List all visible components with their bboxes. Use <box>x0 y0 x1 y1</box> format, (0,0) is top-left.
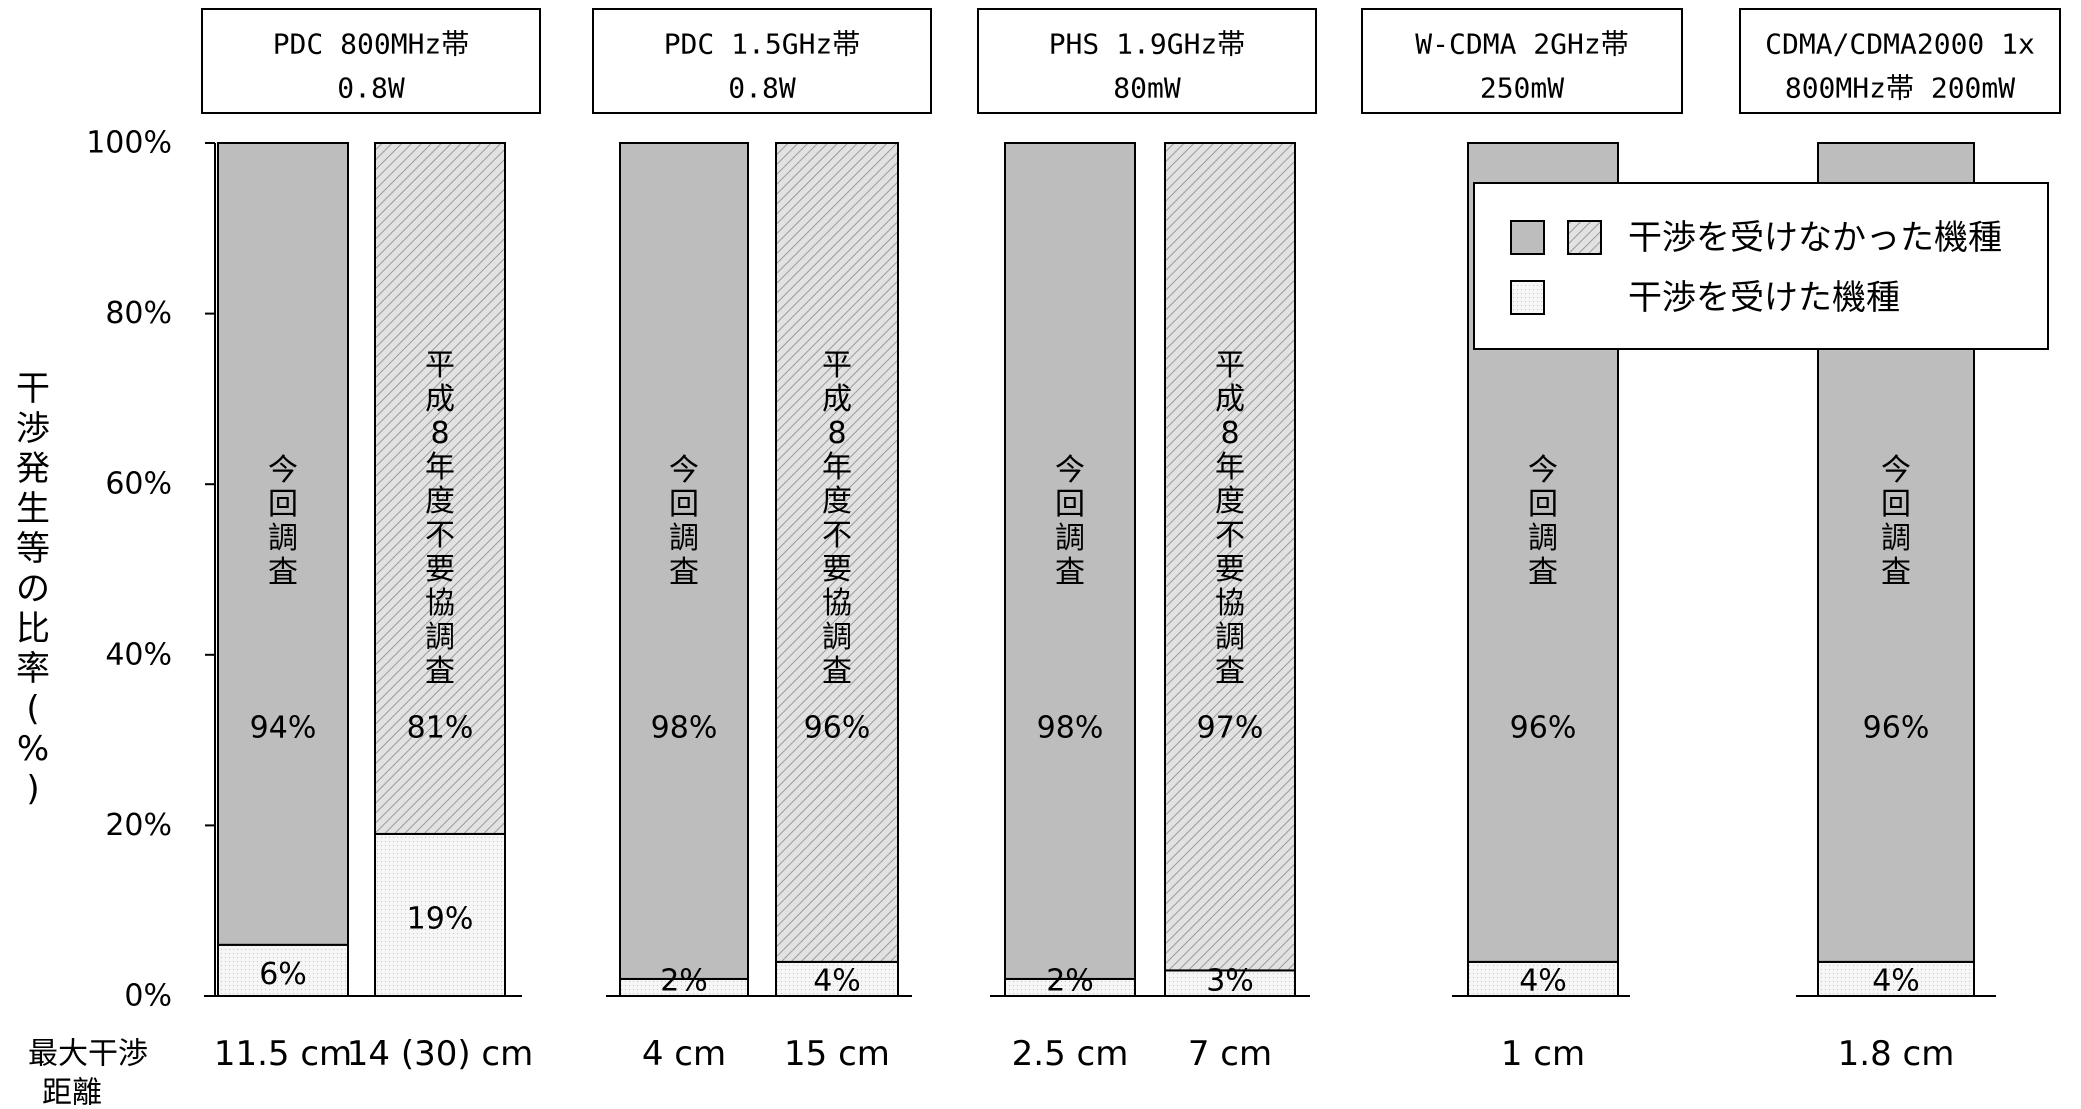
x-row-label-line1: 最大干渉 <box>28 1037 148 1072</box>
bar-label: 今回調査 <box>1881 453 1911 590</box>
legend-box <box>1473 182 2049 350</box>
bar-label: 今回調査 <box>1528 453 1558 590</box>
y-tick-label: 40% <box>105 637 172 672</box>
y-axis-label: 干渉発生等の比率(%) <box>16 369 50 809</box>
group-header-box <box>201 8 541 114</box>
group-headers: PDC 800MHz帯 0.8W PDC 1.5GHz帯 0.8W PHS 1.9GHz… <box>201 8 2061 114</box>
bar-interfered <box>374 832 506 997</box>
bar-label: 平成8年度不要協調査 <box>1215 348 1245 689</box>
bar-label: 平成8年度不要協調査 <box>425 348 455 689</box>
group-header-line1: PHS 1.9GHz帯 <box>1049 28 1246 61</box>
max-distance-value: 11.5 cm <box>214 1034 352 1074</box>
bar-not-interfered <box>1004 142 1136 980</box>
value-label-interfered: 4% <box>1519 964 1567 999</box>
group-header-box <box>1361 8 1683 114</box>
value-label-not-interfered: 97% <box>1197 711 1264 746</box>
legend-swatch-hatched <box>1567 220 1602 255</box>
bar-label: 今回調査 <box>1055 453 1085 590</box>
group-header-line1: PDC 1.5GHz帯 <box>664 28 861 61</box>
group-header-box <box>592 8 932 114</box>
value-label-not-interfered: 96% <box>804 711 871 746</box>
group-header-box <box>977 8 1317 114</box>
value-label-not-interfered: 98% <box>1037 711 1104 746</box>
y-tick-label: 60% <box>105 467 172 502</box>
value-label-interfered: 4% <box>1872 964 1920 999</box>
bar-not-interfered <box>619 142 749 980</box>
value-label-not-interfered: 96% <box>1863 711 1930 746</box>
value-label-interfered: 3% <box>1206 964 1254 999</box>
max-distance-value: 2.5 cm <box>1012 1034 1129 1074</box>
bars: 今回調査 94% 6% 平成8年度不要協調査 81% 19% 今回調査 98% 2% 平成8年度不… <box>204 142 1996 999</box>
legend-label: 干渉を受けた機種 <box>1628 278 1900 318</box>
max-distance-value: 14 (30) cm <box>347 1034 534 1074</box>
value-label-not-interfered: 98% <box>651 711 718 746</box>
group-header-line2: 800MHz帯 200mW <box>1785 72 2015 105</box>
bar-not-interfered <box>374 142 506 835</box>
value-label-interfered: 4% <box>813 964 861 999</box>
group-header-line2: 0.8W <box>337 72 405 105</box>
x-row-label-line2: 距離 <box>42 1076 102 1109</box>
y-axis: 0% 20% 40% 60% 80% 100% 干渉発生等の比率(%) <box>16 126 216 1014</box>
bar-interfered <box>775 960 899 998</box>
bar-label: 平成8年度不要協調査 <box>822 348 852 689</box>
group-header-line2: 250mW <box>1480 72 1564 105</box>
group-header-box <box>1739 8 2061 114</box>
max-distance-value: 1 cm <box>1501 1034 1585 1074</box>
bar-not-interfered <box>1164 142 1296 972</box>
y-tick-label: 80% <box>105 296 172 331</box>
group-header-line1: W-CDMA 2GHz帯 <box>1415 28 1628 61</box>
group-header-line1: PDC 800MHz帯 <box>273 28 470 61</box>
value-label-interfered: 19% <box>407 901 474 936</box>
bar-not-interfered <box>775 142 899 963</box>
value-label-not-interfered: 94% <box>250 711 317 746</box>
y-tick-label: 100% <box>86 126 172 161</box>
max-distance-value: 1.8 cm <box>1838 1034 1955 1074</box>
group-header-line2: 0.8W <box>728 72 796 105</box>
value-label-interfered: 2% <box>660 964 708 999</box>
max-distance-value: 15 cm <box>784 1034 890 1074</box>
bar-label: 今回調査 <box>669 453 699 590</box>
value-label-interfered: 2% <box>1046 964 1094 999</box>
bar-interfered <box>1467 960 1619 998</box>
max-distance-value: 4 cm <box>642 1034 726 1074</box>
group-header-line2: 80mW <box>1113 72 1181 105</box>
y-tick-label: 20% <box>105 808 172 843</box>
legend-swatch-dotted <box>1510 280 1545 315</box>
legend-label: 干渉を受けなかった機種 <box>1628 218 2002 258</box>
legend-swatch-solid <box>1510 220 1545 255</box>
value-label-not-interfered: 81% <box>407 711 474 746</box>
bar-label: 今回調査 <box>268 453 298 590</box>
max-distance-value: 7 cm <box>1188 1034 1272 1074</box>
value-label-interfered: 6% <box>259 957 307 992</box>
group-header-line1: CDMA/CDMA2000 1x <box>1765 28 2035 61</box>
bar-not-interfered <box>217 142 349 946</box>
value-label-not-interfered: 96% <box>1510 711 1577 746</box>
y-tick-label: 0% <box>124 979 172 1014</box>
